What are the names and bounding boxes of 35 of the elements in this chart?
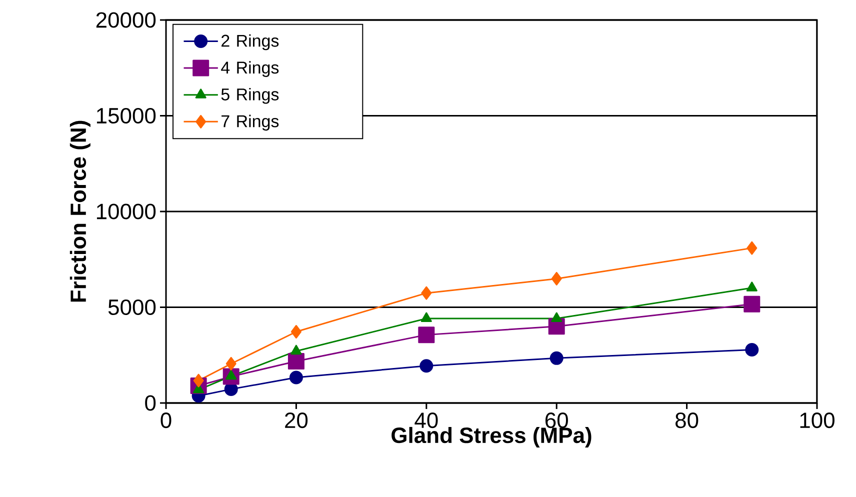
point <box>288 352 304 370</box>
point <box>551 272 562 286</box>
y-tick-label: 0 <box>145 395 156 411</box>
point <box>289 370 303 384</box>
legend-label: 5 Rings <box>221 88 279 104</box>
y-tick-label: 15000 <box>96 108 156 124</box>
x-tick-label: 60 <box>545 412 568 428</box>
x-tick-label: 80 <box>676 412 698 428</box>
point <box>226 370 237 380</box>
legend-label: 4 Rings <box>221 61 279 77</box>
point <box>226 356 236 370</box>
legend-label: 2 Rings <box>222 34 279 50</box>
point <box>193 374 204 388</box>
point <box>418 326 435 344</box>
y-tick-label: 5000 <box>108 299 156 316</box>
point <box>550 351 564 365</box>
legend-label: 7 Rings <box>222 114 279 131</box>
point <box>290 325 302 338</box>
x-axis-title: Gland Stress (MPa) <box>392 426 592 448</box>
y-axis-title: Friction Force (N) <box>70 120 90 302</box>
x-tick-label: 40 <box>414 412 438 428</box>
point <box>290 344 302 355</box>
x-tick-label: 100 <box>800 412 834 428</box>
point <box>421 286 432 300</box>
x-tick-label: 0 <box>160 412 172 428</box>
point <box>746 241 758 255</box>
point <box>744 296 760 312</box>
x-tick-label: 20 <box>285 412 308 428</box>
y-tick-label: 20000 <box>96 12 156 28</box>
point <box>746 282 758 292</box>
point <box>420 359 434 373</box>
y-tick-label: 10000 <box>96 204 156 220</box>
point <box>551 312 562 322</box>
point <box>745 343 759 356</box>
point <box>420 312 432 322</box>
